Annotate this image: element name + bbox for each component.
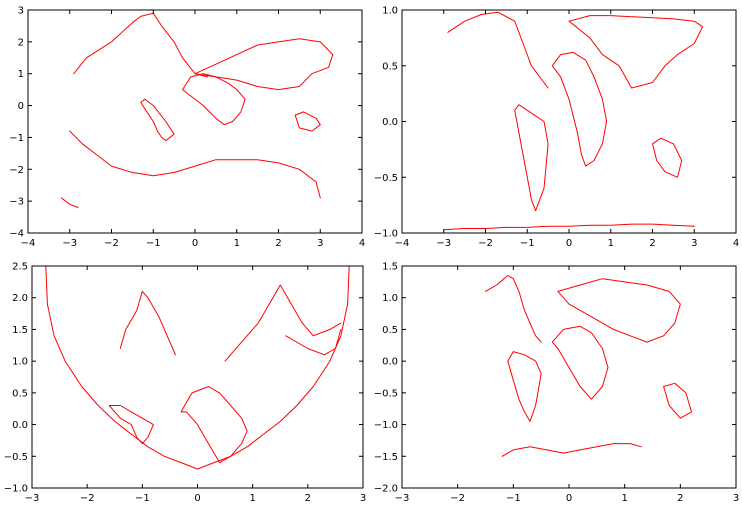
y-tick-label: 1.0 xyxy=(12,357,28,368)
coastline-2 xyxy=(485,275,542,343)
coastline-6 xyxy=(663,382,692,419)
y-tick-label: −0.5 xyxy=(374,173,398,184)
x-tick-label: 0 xyxy=(194,493,200,504)
coastline-3 xyxy=(119,290,176,356)
x-tick-label: −3 xyxy=(25,493,40,504)
x-tick-label: 4 xyxy=(359,238,365,249)
y-tick-label: 0.5 xyxy=(12,388,28,399)
x-tick-label: 0 xyxy=(566,493,572,504)
y-tick-label: 0.0 xyxy=(12,420,28,431)
x-tick-label: 3 xyxy=(733,493,739,504)
plot-area xyxy=(443,11,704,231)
x-tick-label: 3 xyxy=(360,493,366,504)
y-tick-label: −1 xyxy=(9,133,24,144)
y-tick-label: −1.5 xyxy=(374,452,398,463)
y-tick-label: 1.0 xyxy=(382,6,398,17)
coastline-4 xyxy=(140,98,175,142)
x-tick-label: −3 xyxy=(62,238,77,249)
coastline-4 xyxy=(551,51,608,167)
y-tick-label: 2 xyxy=(18,37,24,48)
coastline-5 xyxy=(557,278,681,343)
y-tick-label: 0 xyxy=(18,101,24,112)
y-tick-label: 2.0 xyxy=(12,293,28,304)
x-tick-label: −3 xyxy=(395,493,410,504)
coastline-3 xyxy=(514,104,549,212)
y-tick-label: −1.0 xyxy=(374,229,398,240)
y-tick-label: 3 xyxy=(18,6,24,17)
x-tick-label: 3 xyxy=(317,238,323,249)
axes-frame xyxy=(401,265,737,489)
coastline-5 xyxy=(224,284,342,362)
x-tick-label: 4 xyxy=(733,238,739,249)
x-tick-label: −1 xyxy=(506,493,521,504)
plot-area xyxy=(485,275,692,457)
y-tick-label: −0.5 xyxy=(374,388,398,399)
axes-frame xyxy=(27,9,363,234)
subplot-2: −4 −3 −2 −1 0 1 2 3 4 −1.0 −0.5 0.0 0.5 1.0 xyxy=(374,6,739,250)
coastline-6 xyxy=(194,38,334,91)
y-tick-label: 2.5 xyxy=(12,262,28,273)
y-tick-label: 0.0 xyxy=(382,117,398,128)
coastline-4 xyxy=(180,386,248,464)
x-tick-label: −2 xyxy=(478,238,493,249)
x-tick-label: −2 xyxy=(80,493,95,504)
x-tick-label: −2 xyxy=(450,493,465,504)
coastline-6 xyxy=(652,137,683,178)
x-tick-label: 2 xyxy=(305,493,311,504)
coastline-1 xyxy=(501,443,642,457)
coastline-1 xyxy=(69,130,321,199)
x-tick-label: −1 xyxy=(135,493,150,504)
y-tick-label: 1.0 xyxy=(382,293,398,304)
x-tick-label: −3 xyxy=(436,238,451,249)
subplot-4: −3 −2 −1 0 1 2 3 −2.0 −1.5 −1.0 −0.5 0.0 0.5 1.0 1.5 xyxy=(374,262,739,505)
x-tick-label: 2 xyxy=(649,238,655,249)
coastline-7 xyxy=(294,111,321,132)
coastline-5 xyxy=(182,73,246,126)
coastline-4 xyxy=(551,325,609,400)
plot-area xyxy=(45,266,350,470)
subplot-1: −4 −3 −2 −1 0 1 2 3 4 −4 −3 −2 −1 0 1 2 3 xyxy=(9,6,365,250)
y-tick-label: −2.0 xyxy=(374,484,398,495)
coastline-6 xyxy=(285,328,342,356)
axes-frame xyxy=(401,9,737,234)
x-tick-label: 2 xyxy=(677,493,683,504)
y-tick-label: 1.5 xyxy=(12,325,28,336)
x-tick-label: 1 xyxy=(608,238,614,249)
coastline-2 xyxy=(447,11,549,89)
y-tick-label: −1.0 xyxy=(4,484,28,495)
coastline-2 xyxy=(60,197,79,208)
y-tick-label: 1.5 xyxy=(382,262,398,273)
coastline-3 xyxy=(507,351,542,422)
plot-area xyxy=(60,12,334,208)
x-tick-label: −4 xyxy=(21,238,36,249)
y-tick-label: −0.5 xyxy=(4,452,28,463)
y-tick-label: −4 xyxy=(9,229,24,240)
y-tick-label: 1 xyxy=(18,69,24,80)
coastline-3 xyxy=(73,12,208,78)
x-tick-label: −2 xyxy=(104,238,119,249)
x-tick-label: −1 xyxy=(146,238,161,249)
coastline-1 xyxy=(443,223,695,231)
axes-frame xyxy=(31,265,364,489)
coastline-5 xyxy=(568,15,704,89)
subplot-3: −3 −2 −1 0 1 2 3 −1.0 −0.5 0.0 0.5 1.0 1.5 2.0 2.5 xyxy=(4,262,366,505)
x-tick-label: 1 xyxy=(621,493,627,504)
x-tick-label: −1 xyxy=(520,238,535,249)
y-tick-label: 0.5 xyxy=(382,61,398,72)
x-tick-label: 2 xyxy=(275,238,281,249)
y-tick-label: −2 xyxy=(9,165,24,176)
x-tick-label: 3 xyxy=(691,238,697,249)
x-tick-label: 0 xyxy=(566,238,572,249)
y-tick-label: −3 xyxy=(9,197,24,208)
coastline-1 xyxy=(45,266,350,470)
x-tick-label: −4 xyxy=(395,238,410,249)
y-tick-label: 0.0 xyxy=(382,357,398,368)
x-tick-label: 0 xyxy=(192,238,198,249)
y-tick-label: −1.0 xyxy=(374,420,398,431)
coastline-2 xyxy=(108,405,154,445)
x-tick-label: 1 xyxy=(234,238,240,249)
x-tick-label: 1 xyxy=(249,493,255,504)
y-tick-label: 0.5 xyxy=(382,325,398,336)
